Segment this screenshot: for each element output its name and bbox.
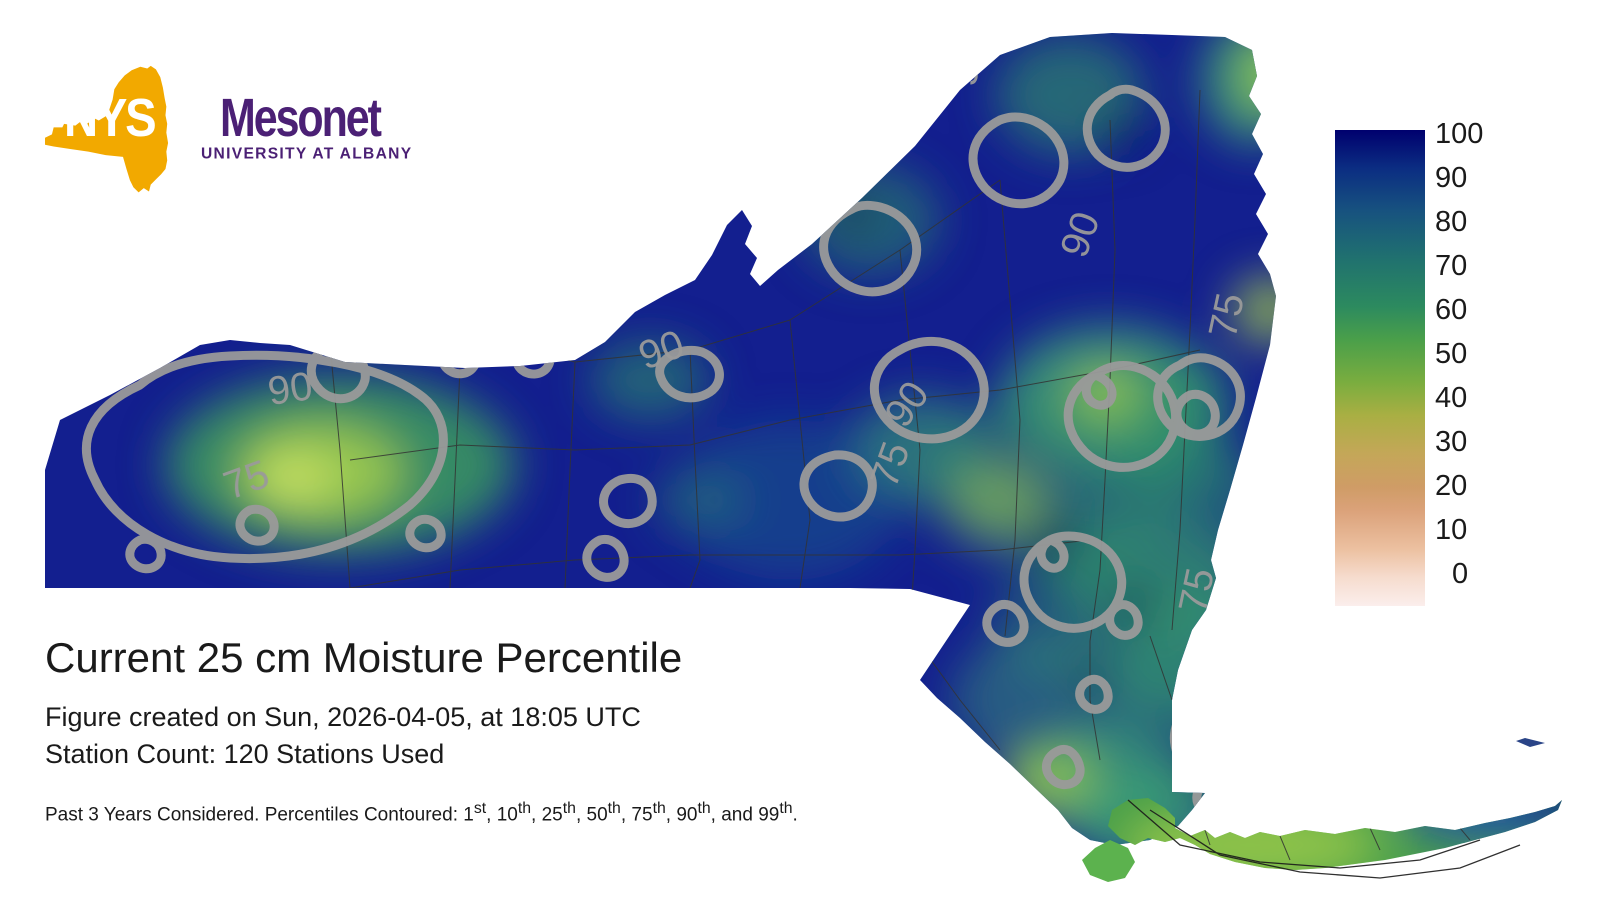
svg-text:75: 75 <box>1201 289 1253 342</box>
svg-text:90: 90 <box>265 364 315 414</box>
svg-text:90: 90 <box>941 37 993 90</box>
svg-text:75: 75 <box>1171 564 1223 617</box>
